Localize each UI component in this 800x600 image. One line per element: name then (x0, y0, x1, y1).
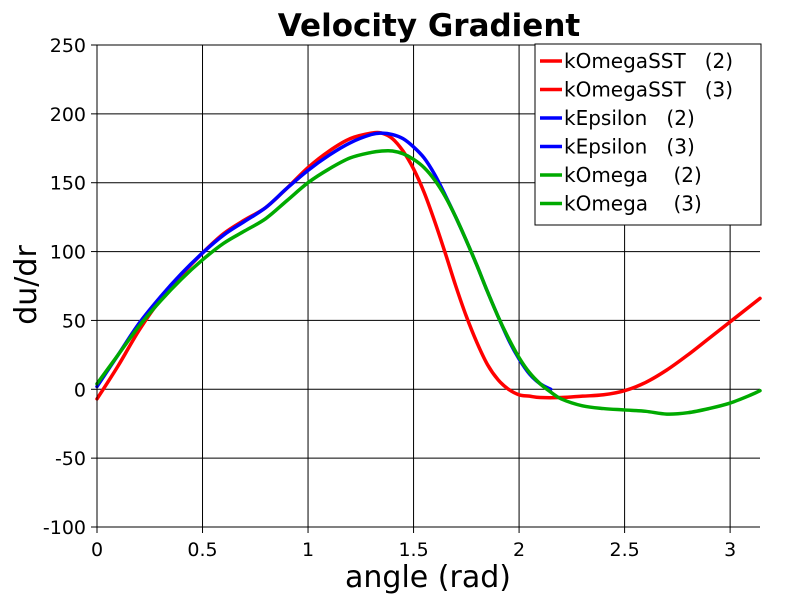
legend-label: kEpsilon (3) (564, 135, 695, 159)
data-series (95, 130, 762, 416)
x-tick-label: 1.5 (398, 539, 428, 561)
legend-label: kOmegaSST (3) (564, 78, 733, 102)
legend: kOmegaSST (2) kOmegaSST (3) kEpsilon (2) kE… (534, 43, 762, 226)
x-tick-label: 2.5 (609, 539, 639, 561)
y-axis-label: du/dr (9, 245, 44, 325)
y-tick-label: 150 (50, 173, 86, 195)
axes (91, 44, 760, 533)
series-line-komega (95, 149, 762, 416)
x-tick-label: 1 (302, 539, 314, 561)
legend-box (534, 43, 762, 226)
x-tick-label: 3 (724, 539, 736, 561)
legend-label: kOmega (2) (564, 163, 702, 187)
x-tick-label: 0 (91, 539, 103, 561)
y-tick-label: -100 (43, 517, 86, 539)
y-tick-label: 50 (62, 310, 86, 332)
x-axis-label: angle (rad) (345, 560, 511, 595)
legend-label: kOmega (3) (564, 192, 702, 216)
x-tick-label: 2 (513, 539, 525, 561)
chart-title: Velocity Gradient (278, 8, 581, 44)
y-tick-label: 0 (74, 379, 86, 401)
y-tick-labels: -100 -50 0 50 100 150 200 250 (43, 35, 86, 539)
y-tick-label: 100 (50, 242, 86, 264)
legend-label: kOmegaSST (2) (564, 49, 733, 73)
x-tick-labels: 0 0.5 1 1.5 2 2.5 3 (91, 539, 736, 561)
y-tick-label: 250 (50, 35, 86, 57)
y-tick-label: 200 (50, 104, 86, 126)
x-tick-label: 0.5 (187, 539, 217, 561)
y-tick-label: -50 (55, 448, 86, 470)
legend-label: kEpsilon (2) (564, 106, 695, 130)
